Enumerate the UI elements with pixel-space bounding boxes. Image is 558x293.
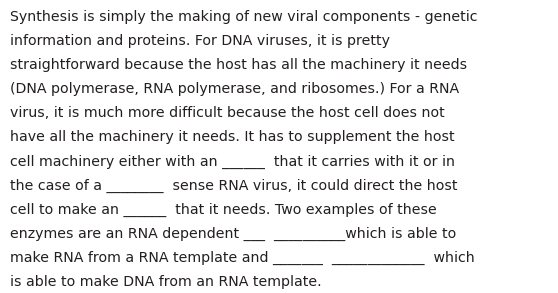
- Text: Synthesis is simply the making of new viral components - genetic: Synthesis is simply the making of new vi…: [10, 10, 478, 24]
- Text: cell machinery either with an ______  that it carries with it or in: cell machinery either with an ______ tha…: [10, 154, 455, 168]
- Text: information and proteins. For DNA viruses, it is pretty: information and proteins. For DNA viruse…: [10, 34, 390, 48]
- Text: make RNA from a RNA template and _______  _____________  which: make RNA from a RNA template and _______…: [10, 251, 475, 265]
- Text: the case of a ________  sense RNA virus, it could direct the host: the case of a ________ sense RNA virus, …: [10, 178, 458, 193]
- Text: straightforward because the host has all the machinery it needs: straightforward because the host has all…: [10, 58, 467, 72]
- Text: is able to make DNA from an RNA template.: is able to make DNA from an RNA template…: [10, 275, 321, 289]
- Text: (DNA polymerase, RNA polymerase, and ribosomes.) For a RNA: (DNA polymerase, RNA polymerase, and rib…: [10, 82, 459, 96]
- Text: virus, it is much more difficult because the host cell does not: virus, it is much more difficult because…: [10, 106, 445, 120]
- Text: have all the machinery it needs. It has to supplement the host: have all the machinery it needs. It has …: [10, 130, 455, 144]
- Text: cell to make an ______  that it needs. Two examples of these: cell to make an ______ that it needs. Tw…: [10, 202, 437, 217]
- Text: enzymes are an RNA dependent ___  __________which is able to: enzymes are an RNA dependent ___ _______…: [10, 226, 456, 241]
